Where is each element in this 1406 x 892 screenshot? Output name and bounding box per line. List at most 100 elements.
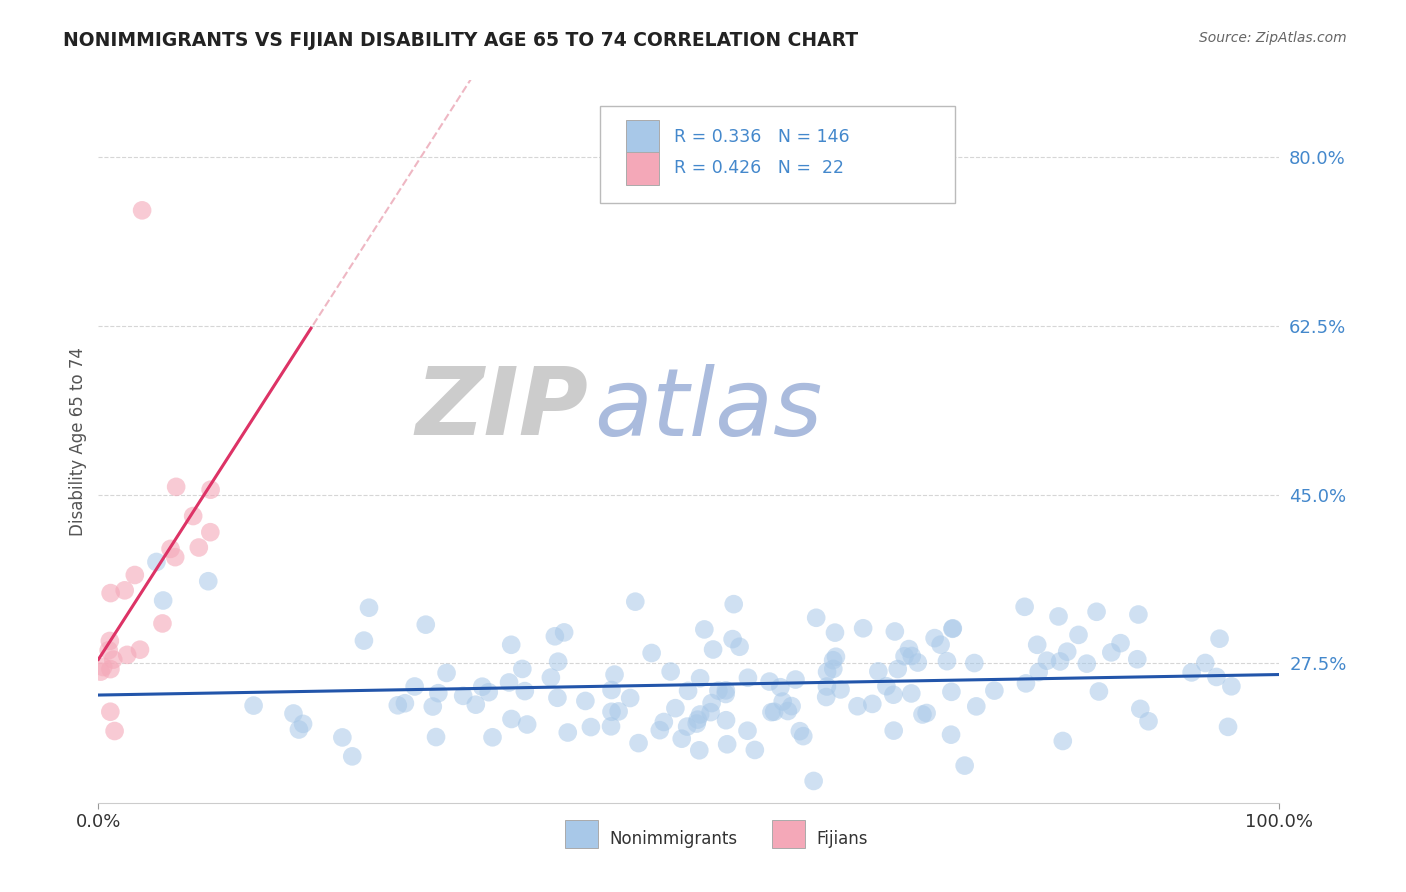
- Point: [860, 697, 883, 711]
- Point: [619, 691, 641, 706]
- Point: [342, 749, 364, 764]
- Point: [772, 694, 794, 708]
- Text: R = 0.336   N = 146: R = 0.336 N = 146: [673, 128, 849, 145]
- Point: [815, 680, 838, 694]
- Text: atlas: atlas: [595, 364, 823, 455]
- Point: [883, 723, 905, 738]
- Point: [893, 649, 915, 664]
- Point: [1126, 652, 1149, 666]
- Point: [104, 724, 127, 739]
- Point: [603, 667, 626, 681]
- Point: [357, 600, 380, 615]
- Point: [671, 731, 693, 746]
- Point: [546, 690, 568, 705]
- Point: [897, 642, 920, 657]
- Point: [159, 541, 181, 556]
- Point: [721, 632, 744, 646]
- Point: [686, 713, 709, 727]
- Point: [702, 642, 724, 657]
- Point: [200, 525, 222, 540]
- Text: R = 0.426   N =  22: R = 0.426 N = 22: [673, 160, 844, 178]
- Point: [792, 729, 814, 743]
- Point: [941, 685, 963, 699]
- Point: [936, 654, 959, 668]
- Point: [152, 593, 174, 607]
- Point: [165, 480, 187, 494]
- Text: NONIMMIGRANTS VS FIJIAN DISABILITY AGE 65 TO 74 CORRELATION CHART: NONIMMIGRANTS VS FIJIAN DISABILITY AGE 6…: [63, 31, 859, 50]
- Point: [714, 713, 737, 727]
- Point: [1194, 656, 1216, 670]
- Point: [907, 656, 929, 670]
- Point: [883, 624, 905, 639]
- Point: [1056, 645, 1078, 659]
- Point: [700, 696, 723, 710]
- Point: [464, 698, 486, 712]
- Point: [676, 684, 699, 698]
- Point: [98, 705, 121, 719]
- Point: [427, 686, 450, 700]
- Point: [103, 652, 125, 666]
- Point: [544, 629, 567, 643]
- Point: [242, 698, 264, 713]
- Point: [607, 705, 630, 719]
- Point: [1099, 645, 1122, 659]
- Point: [900, 686, 922, 700]
- Point: [707, 683, 730, 698]
- Point: [1028, 665, 1050, 679]
- Point: [1049, 655, 1071, 669]
- Point: [882, 688, 904, 702]
- Point: [387, 698, 409, 713]
- Point: [953, 758, 976, 772]
- Point: [579, 720, 602, 734]
- Point: [100, 662, 122, 676]
- Point: [436, 665, 458, 680]
- Point: [600, 705, 623, 719]
- Point: [498, 675, 520, 690]
- Point: [1014, 599, 1036, 614]
- Point: [547, 655, 569, 669]
- Point: [763, 705, 786, 719]
- Point: [823, 653, 845, 667]
- FancyBboxPatch shape: [600, 105, 955, 203]
- Point: [187, 541, 209, 555]
- Point: [330, 731, 353, 745]
- Point: [501, 638, 523, 652]
- Point: [911, 707, 934, 722]
- Point: [1047, 609, 1070, 624]
- Point: [540, 671, 562, 685]
- Point: [181, 509, 204, 524]
- Point: [288, 723, 311, 737]
- Point: [415, 617, 437, 632]
- Point: [941, 622, 963, 636]
- Point: [451, 689, 474, 703]
- Point: [1137, 714, 1160, 729]
- Point: [900, 648, 922, 663]
- Point: [600, 719, 623, 733]
- Point: [131, 203, 153, 218]
- Text: Source: ZipAtlas.com: Source: ZipAtlas.com: [1199, 31, 1347, 45]
- Point: [815, 690, 838, 704]
- Point: [516, 717, 538, 731]
- Point: [1076, 657, 1098, 671]
- Point: [761, 705, 783, 719]
- Point: [924, 631, 946, 645]
- Point: [963, 656, 986, 670]
- Point: [512, 662, 534, 676]
- Point: [852, 621, 875, 635]
- Point: [283, 706, 305, 721]
- Point: [737, 671, 759, 685]
- Point: [728, 640, 751, 654]
- Point: [965, 699, 987, 714]
- FancyBboxPatch shape: [772, 820, 804, 847]
- Point: [394, 696, 416, 710]
- Point: [353, 633, 375, 648]
- Text: ZIP: ZIP: [416, 363, 589, 455]
- Point: [1088, 684, 1111, 698]
- Point: [785, 673, 807, 687]
- Point: [1208, 632, 1230, 646]
- Y-axis label: Disability Age 65 to 74: Disability Age 65 to 74: [69, 347, 87, 536]
- Point: [846, 699, 869, 714]
- FancyBboxPatch shape: [626, 120, 659, 153]
- Point: [114, 583, 136, 598]
- Point: [292, 717, 315, 731]
